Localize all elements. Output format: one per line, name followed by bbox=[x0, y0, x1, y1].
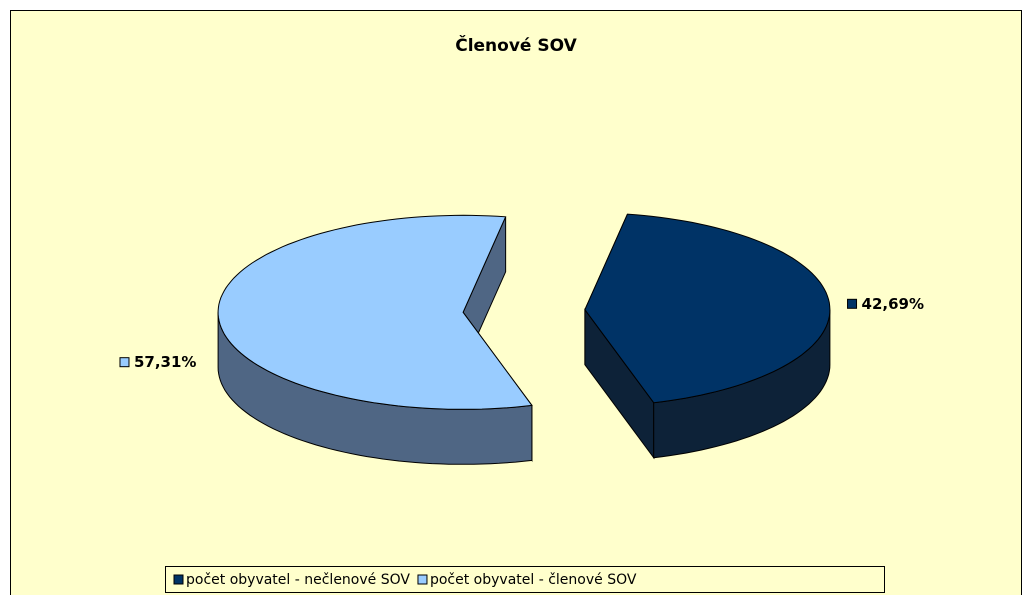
chart-title: Členové SOV bbox=[455, 34, 577, 56]
legend-box bbox=[165, 566, 885, 593]
label-key bbox=[119, 357, 130, 368]
slice bbox=[217, 214, 533, 410]
label-key bbox=[847, 298, 858, 309]
legend-key bbox=[173, 574, 184, 585]
legend-label: počet obyvatel - členové SOV bbox=[430, 572, 637, 588]
value-label: 42,69% bbox=[862, 295, 924, 313]
legend-label: počet obyvatel - nečlenové SOV bbox=[186, 572, 410, 588]
slice bbox=[584, 213, 831, 404]
legend-key bbox=[417, 574, 428, 585]
value-label: 57,31% bbox=[134, 353, 196, 371]
